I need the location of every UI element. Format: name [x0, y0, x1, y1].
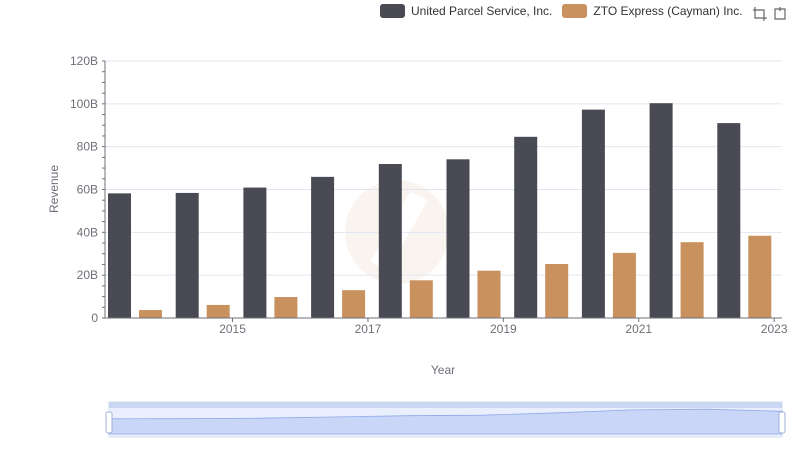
chart-legend: United Parcel Service, Inc. ZTO Express … — [380, 4, 753, 18]
x-tick-label: 2015 — [219, 322, 246, 336]
zoom-left-handle[interactable] — [105, 411, 113, 434]
legend-item-ups[interactable]: United Parcel Service, Inc. — [380, 4, 552, 18]
bar-ups-2023[interactable] — [717, 123, 741, 318]
bar-ups-2016[interactable] — [243, 187, 267, 318]
y-tick-label: 80B — [77, 140, 98, 154]
chart-toolbox — [748, 6, 788, 22]
y-axis-title: Revenue — [47, 165, 61, 213]
x-axis-title: Year — [431, 363, 455, 377]
data-zoom-slider[interactable] — [105, 401, 786, 438]
bar-ups-2015[interactable] — [175, 192, 199, 318]
zoom-right-handle[interactable] — [778, 411, 786, 434]
zoom-preview-area — [108, 408, 783, 435]
y-tick-label: 20B — [77, 268, 98, 282]
bar-zto-2020[interactable] — [545, 264, 569, 318]
zoom-icon[interactable] — [752, 6, 768, 22]
bar-zto-2015[interactable] — [206, 304, 230, 318]
y-tick-label: 120B — [70, 54, 98, 68]
bar-ups-2020[interactable] — [514, 136, 538, 318]
y-tick-label: 100B — [70, 97, 98, 111]
legend-swatch-ups — [380, 4, 405, 18]
bar-ups-2018[interactable] — [378, 164, 402, 318]
x-tick-label: 2023 — [761, 322, 788, 336]
y-tick-label: 40B — [77, 225, 98, 239]
y-tick-label: 0 — [91, 311, 98, 325]
bar-zto-2017[interactable] — [342, 290, 366, 318]
restore-icon[interactable] — [772, 6, 788, 22]
legend-swatch-zto — [562, 4, 588, 18]
bar-ups-2019[interactable] — [446, 159, 470, 318]
x-tick-label: 2019 — [490, 322, 517, 336]
legend-item-zto[interactable]: ZTO Express (Cayman) Inc. — [562, 4, 743, 18]
bar-zto-2016[interactable] — [274, 297, 298, 318]
zoom-top-bar[interactable] — [109, 402, 782, 408]
legend-label-zto: ZTO Express (Cayman) Inc. — [593, 4, 743, 18]
bar-zto-2022[interactable] — [680, 242, 704, 318]
x-tick-label: 2017 — [355, 322, 382, 336]
bar-zto-2023[interactable] — [748, 235, 772, 318]
bar-zto-2019[interactable] — [477, 270, 501, 318]
bar-ups-2022[interactable] — [649, 103, 673, 319]
x-tick-label: 2021 — [625, 322, 652, 336]
y-tick-label: 60B — [77, 183, 98, 197]
bar-ups-2014[interactable] — [108, 193, 131, 318]
bar-ups-2017[interactable] — [311, 176, 335, 318]
bar-ups-2021[interactable] — [581, 109, 605, 318]
legend-label-ups: United Parcel Service, Inc. — [411, 4, 553, 18]
bar-zto-2014[interactable] — [139, 310, 162, 318]
bar-zto-2021[interactable] — [612, 252, 636, 318]
bar-zto-2018[interactable] — [409, 280, 433, 318]
